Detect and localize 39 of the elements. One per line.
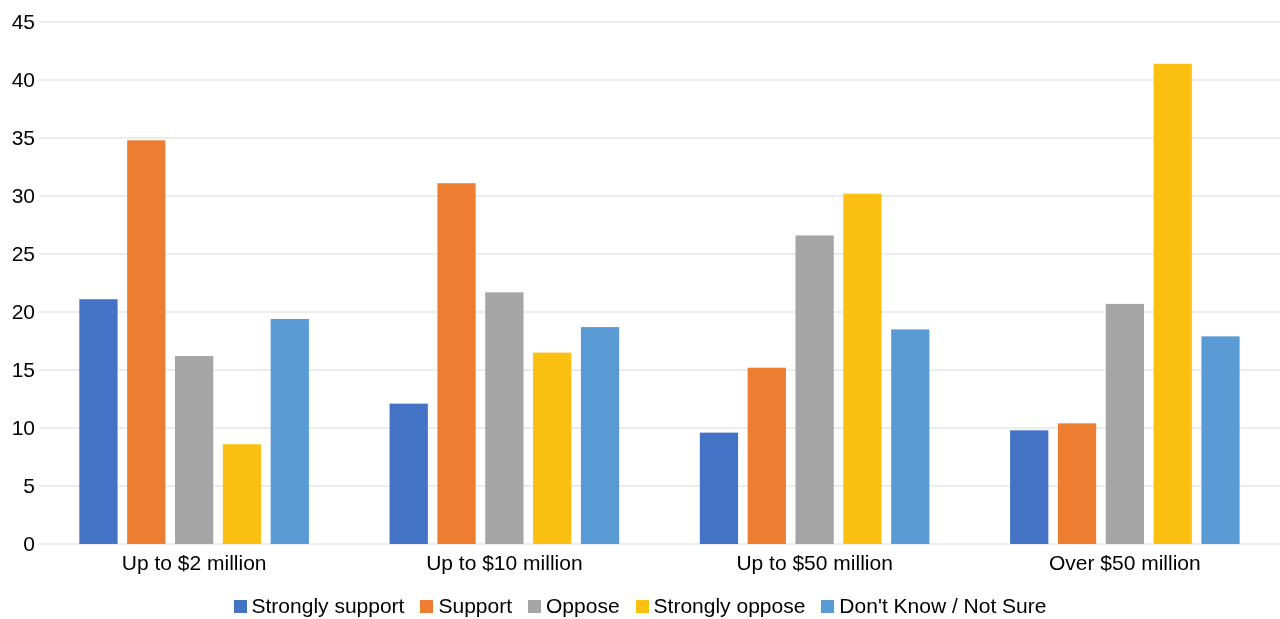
legend-label: Oppose	[546, 593, 620, 619]
bar	[795, 235, 834, 544]
x-tick-label: Up to $2 million	[121, 551, 267, 574]
y-tick-label: 15	[11, 358, 35, 382]
legend-label: Strongly oppose	[653, 593, 806, 619]
x-tick-label: Up to $10 million	[426, 551, 583, 574]
y-tick-label: 0	[23, 532, 35, 556]
bar	[1105, 303, 1144, 544]
y-tick-label: 40	[11, 68, 35, 92]
y-tick-label: 20	[11, 300, 35, 324]
legend-label: Don't Know / Not Sure	[839, 593, 1047, 619]
legend-label: Support	[438, 593, 513, 619]
bar	[79, 299, 118, 544]
bar	[389, 403, 428, 544]
bar	[270, 318, 309, 544]
bar	[1153, 63, 1192, 544]
y-tick-label: 5	[23, 474, 35, 498]
bar	[485, 292, 524, 544]
y-tick-label: 10	[11, 416, 35, 440]
bar	[580, 327, 620, 544]
bar	[843, 193, 882, 544]
bar	[1057, 423, 1097, 544]
y-tick-label: 35	[11, 126, 35, 150]
bar	[747, 367, 786, 544]
bar	[1201, 336, 1240, 544]
y-tick-label: 45	[11, 10, 35, 34]
x-tick-label: Over $50 million	[1049, 551, 1201, 574]
x-tick-label: Up to $50 million	[736, 551, 893, 574]
y-tick-label: 30	[11, 184, 35, 208]
bar	[891, 329, 930, 544]
bar	[533, 352, 572, 544]
bar	[1010, 430, 1049, 544]
bar	[174, 356, 214, 544]
bar	[127, 140, 166, 544]
bar	[699, 432, 739, 544]
y-tick-label: 25	[11, 242, 35, 266]
bar	[222, 444, 262, 544]
legend-label: Strongly support	[251, 593, 405, 619]
bar	[437, 183, 476, 544]
